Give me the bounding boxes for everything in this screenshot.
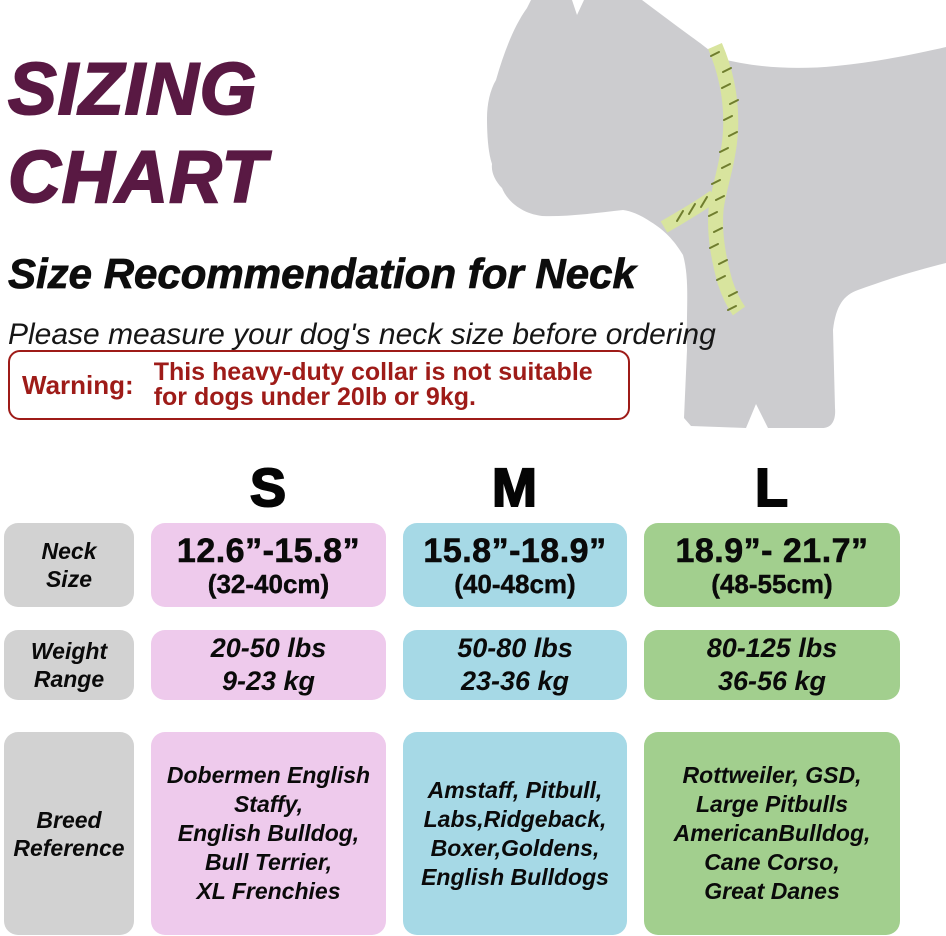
size-table: S M L Neck Size 12.6”-15.8” (32-40cm) 15… — [4, 452, 906, 935]
subtitle: Size Recommendation for Neck — [8, 250, 637, 298]
neck-size-cell-m: 15.8”-18.9” (40-48cm) — [403, 523, 627, 607]
column-header-m: M — [491, 457, 538, 519]
breed-reference-cell-l: Rottweiler, GSD, Large Pitbulls American… — [644, 732, 900, 935]
column-header-l: L — [754, 457, 789, 519]
neck-size-inches-m: 15.8”-18.9” — [423, 531, 607, 570]
neck-size-cm-l: (48-55cm) — [711, 568, 833, 599]
measure-note: Please measure your dog's neck size befo… — [8, 318, 716, 351]
row-label-weight-range: Weight Range — [4, 630, 134, 700]
weight-range-cell-m: 50-80 lbs 23-36 kg — [403, 630, 627, 700]
breed-reference-cell-m: Amstaff, Pitbull, Labs,Ridgeback, Boxer,… — [403, 732, 627, 935]
measuring-tape-ticks — [676, 51, 739, 311]
column-header-s: S — [249, 457, 288, 519]
measuring-tape — [708, 43, 746, 316]
neck-size-inches-s: 12.6”-15.8” — [176, 531, 361, 570]
neck-size-cell-s: 12.6”-15.8” (32-40cm) — [151, 523, 386, 607]
neck-size-inches-l: 18.9”- 21.7” — [675, 531, 869, 570]
row-label-neck-size: Neck Size — [4, 523, 134, 607]
neck-size-cm-s: (32-40cm) — [207, 568, 330, 599]
warning-box: Warning: This heavy-duty collar is not s… — [8, 350, 630, 420]
weight-range-cell-s: 20-50 lbs 9-23 kg — [151, 630, 386, 700]
neck-size-cm-m: (40-48cm) — [454, 568, 576, 599]
neck-size-cell-l: 18.9”- 21.7” (48-55cm) — [644, 523, 900, 607]
warning-text: This heavy-duty collar is not suitable f… — [153, 358, 593, 411]
page-title: SIZING CHART — [7, 48, 268, 219]
row-label-breed-reference: Breed Reference — [4, 732, 134, 935]
dog-silhouette-with-measuring-tape-illustration — [487, 0, 946, 428]
breed-reference-cell-s: Dobermen English Staffy, English Bulldog… — [151, 732, 386, 935]
weight-range-cell-l: 80-125 lbs 36-56 kg — [644, 630, 900, 700]
warning-label: Warning: — [22, 369, 134, 400]
